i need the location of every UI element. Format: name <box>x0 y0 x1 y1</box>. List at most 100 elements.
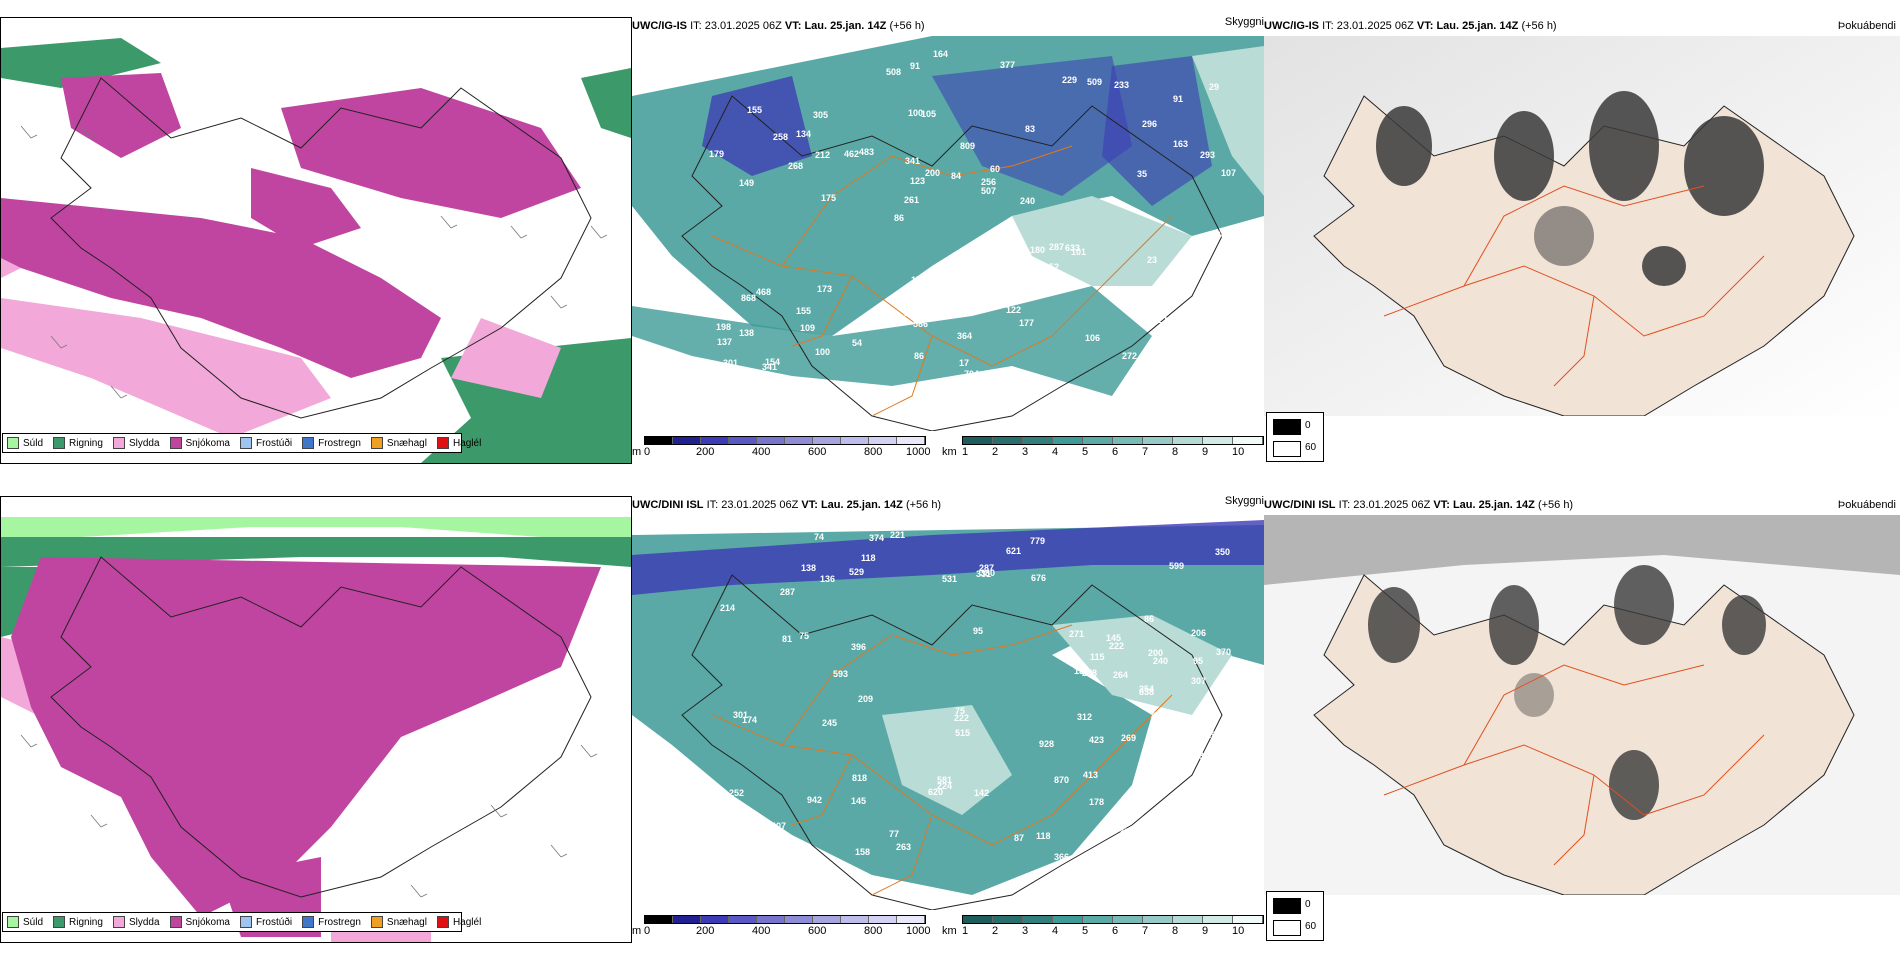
terrain-height-label: 779 <box>1030 536 1045 546</box>
terrain-height-label: 29 <box>1209 82 1219 92</box>
terrain-height-label: 145 <box>851 796 866 806</box>
terrain-height-label: 599 <box>1169 561 1184 571</box>
lead-time: (+56 h) <box>1537 499 1574 511</box>
terrain-height-label: 163 <box>1173 139 1188 149</box>
terrain-height-label: 235 <box>764 374 779 384</box>
terrain-height-label: 130 <box>904 308 919 318</box>
terrain-height-label: 339 <box>1222 789 1237 799</box>
terrain-height-label: 91 <box>1173 94 1183 104</box>
terrain-height-label: 74 <box>814 532 824 542</box>
terrain-height-label: 620 <box>928 787 943 797</box>
terrain-height-label: 142 <box>974 788 989 798</box>
terrain-height-label: 689 <box>1171 806 1186 816</box>
terrain-height-label: 704 <box>964 369 979 379</box>
model-name: UWC/DINI ISL <box>632 499 704 511</box>
terrain-height-label: 100 <box>908 108 923 118</box>
terrain-height-label: 35 <box>1137 169 1147 179</box>
model-name: UWC/IG-IS <box>632 20 687 32</box>
terrain-height-label: 809 <box>960 141 975 151</box>
legend-item: Slydda <box>112 437 160 449</box>
vt-label: VT: <box>784 20 802 32</box>
terrain-height-label: 423 <box>1089 735 1104 745</box>
terrain-height-label: 296 <box>1142 119 1157 129</box>
terrain-height-label: 115 <box>1090 652 1105 662</box>
it-value: 23.01.2025 06Z <box>704 20 782 32</box>
legend-item: Rigning <box>53 437 103 449</box>
terrain-height-label: 86 <box>894 213 904 223</box>
terrain-height-label: 106 <box>1085 333 1100 343</box>
terrain-height-label: 158 <box>855 847 870 857</box>
terrain-height-label: 350 <box>1215 547 1230 557</box>
terrain-unit: m <box>632 446 642 458</box>
visibility-colorbar: km 1 2 3 4 5 6 7 8 9 10 <box>942 436 1264 458</box>
terrain-height-label: 95 <box>973 626 983 636</box>
terrain-height-label: 138 <box>739 328 754 338</box>
legend-item: Snjókoma <box>169 437 230 449</box>
terrain-height-label: 217 <box>1158 315 1173 325</box>
terrain-height-label: 200 <box>1148 648 1163 658</box>
terrain-height-label: 593 <box>833 669 848 679</box>
terrain-height-label: 155 <box>796 306 811 316</box>
bottom-row: UWC/DINI ISL IT: 23.01.2025 06Z VT: Lau.… <box>0 479 1900 954</box>
terrain-height-label: 173 <box>817 284 832 294</box>
it-label: IT: <box>1322 20 1334 32</box>
fog-panel-top: UWC/IG-IS IT: 23.01.2025 06Z VT: Lau. 25… <box>1264 0 1900 475</box>
terrain-height-label: 101 <box>1071 247 1086 257</box>
terrain-height-label: 179 <box>709 149 724 159</box>
legend-item: Frostúði <box>239 437 292 449</box>
terrain-colorbar: m 0 200 400 600 800 1000 <box>632 436 932 458</box>
terrain-height-label: 81 <box>782 634 792 644</box>
terrain-height-label: 149 <box>739 178 754 188</box>
terrain-height-label: 263 <box>896 842 911 852</box>
terrain-height-label: 329 <box>1147 842 1162 852</box>
terrain-height-label: 288 <box>1161 761 1176 771</box>
terrain-height-label: 77 <box>889 829 899 839</box>
it-label: IT: <box>1338 499 1351 511</box>
model-name: UWC/IG-IS <box>1264 20 1319 32</box>
terrain-height-label: 23 <box>1147 255 1157 265</box>
terrain-height-label: 301 <box>733 710 748 720</box>
visibility-map: 134 149 91 86 83 154 100 809 468 483 137 109 105 60 10… <box>632 36 1264 431</box>
it-value: 23.01.2025 06Z <box>721 499 799 511</box>
it-label: IT: <box>690 20 702 32</box>
terrain-height-label: 662 <box>955 306 970 316</box>
fog-map <box>1264 515 1900 895</box>
legend-item: Snjókoma <box>169 916 230 928</box>
legend-item: Slydda <box>112 916 160 928</box>
legend-item: Frostregn <box>302 437 361 449</box>
terrain-height-label: 104 <box>1184 833 1199 843</box>
terrain-height-label: 107 <box>1221 168 1236 178</box>
terrain-height-label: 377 <box>1000 60 1015 70</box>
vt-value: Lau. 25.jan. 14Z <box>1436 20 1519 32</box>
lead-time: (+56 h) <box>889 20 925 32</box>
precip-type-panel-top: UWC/IG-IS IT: 23.01.2025 06Z VT: Lau. 25… <box>0 0 632 475</box>
terrain-height-label: 134 <box>796 129 811 139</box>
legend-item: Snæhagl <box>370 916 427 928</box>
terrain-height-label: 134 <box>1164 352 1179 362</box>
terrain-height-label: 212 <box>815 150 830 160</box>
terrain-height-label: 86 <box>914 351 924 361</box>
terrain-height-label: 396 <box>851 642 866 652</box>
terrain-height-label: 509 <box>1087 77 1102 87</box>
terrain-height-label: 60 <box>990 164 1000 174</box>
terrain-height-label: 515 <box>955 728 970 738</box>
legend-item: Haglél <box>436 437 481 449</box>
terrain-height-label: 264 <box>1113 670 1128 680</box>
top-row: UWC/IG-IS IT: 23.01.2025 06Z VT: Lau. 25… <box>0 0 1900 475</box>
terrain-height-label: 287 <box>979 563 994 573</box>
precip-legend: Súld Rigning Slydda Snjókoma Frostúði Fr… <box>2 433 481 453</box>
terrain-height-label: 240 <box>1153 656 1168 666</box>
terrain-height-label: 413 <box>1083 770 1098 780</box>
terrain-height-label: 287 <box>1049 242 1064 252</box>
terrain-height-label: 307 <box>1191 676 1206 686</box>
terrain-height-label: 17 <box>959 358 969 368</box>
terrain-height-label: 945 <box>1139 783 1154 793</box>
terrain-height-label: 200 <box>925 168 940 178</box>
terrain-height-label: 633 <box>1065 243 1080 253</box>
terrain-height-label: 99 <box>734 824 744 834</box>
terrain-height-label: 138 <box>801 563 816 573</box>
terrain-height-label: 222 <box>1109 641 1124 651</box>
fog-legend-bottom: 0 60 <box>1266 891 1324 941</box>
legend-item: Frostregn <box>302 916 361 928</box>
vt-label: VT: <box>1416 20 1434 32</box>
